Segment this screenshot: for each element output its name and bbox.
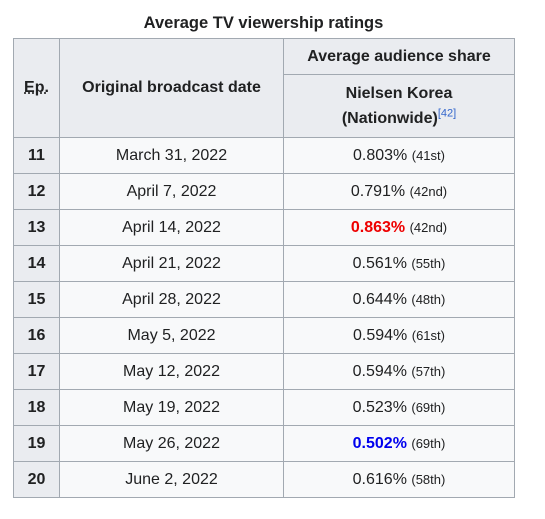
share-value: 0.616% (352, 470, 407, 488)
table-row: 11 March 31, 2022 0.803% (41st) (13, 137, 515, 174)
episode-cell: 20 (13, 461, 60, 498)
share-value: 0.803% (353, 146, 408, 164)
broadcast-date-cell: May 5, 2022 (59, 317, 284, 354)
share-rank: (42nd) (409, 219, 448, 235)
broadcast-date-cell: May 12, 2022 (59, 353, 284, 390)
episode-cell: 16 (13, 317, 60, 354)
audience-share-cell: 0.863% (42nd) (283, 209, 515, 246)
table-row: 17 May 12, 2022 0.594% (57th) (13, 353, 515, 390)
audience-share-cell: 0.523% (69th) (283, 389, 515, 426)
episode-header-label[interactable]: Ep. (24, 79, 49, 96)
episode-cell: 14 (13, 245, 60, 282)
broadcast-date-cell: May 26, 2022 (59, 425, 284, 462)
share-rank: (69th) (411, 399, 446, 415)
broadcast-date-cell: June 2, 2022 (59, 461, 284, 498)
episode-cell: 11 (13, 137, 60, 174)
share-rank: (69th) (411, 435, 446, 451)
episode-header[interactable]: Ep. (13, 38, 60, 138)
table-row: 19 May 26, 2022 0.502% (69th) (13, 425, 515, 462)
share-rank: (61st) (411, 327, 445, 343)
share-value: 0.502% (352, 434, 407, 452)
broadcast-date-cell: March 31, 2022 (59, 137, 284, 174)
share-rank: (42nd) (409, 183, 448, 199)
broadcast-date-cell: May 19, 2022 (59, 389, 284, 426)
table-row: 20 June 2, 2022 0.616% (58th) (13, 461, 515, 498)
share-rank: (58th) (411, 471, 446, 487)
broadcast-date-cell: April 21, 2022 (59, 245, 284, 282)
episode-cell: 17 (13, 353, 60, 390)
table-row: 14 April 21, 2022 0.561% (55th) (13, 245, 515, 282)
episode-cell: 18 (13, 389, 60, 426)
share-value: 0.561% (352, 254, 407, 272)
audience-share-header: Average audience share (283, 38, 515, 75)
episode-cell: 19 (13, 425, 60, 462)
nielsen-header-line1: Nielsen Korea (345, 85, 453, 102)
episode-cell: 13 (13, 209, 60, 246)
share-value: 0.523% (352, 398, 407, 416)
share-value: 0.644% (352, 290, 407, 308)
share-rank: (57th) (411, 363, 446, 379)
episode-cell: 12 (13, 173, 60, 210)
share-value: 0.863% (350, 218, 406, 236)
broadcast-date-cell: April 14, 2022 (59, 209, 284, 246)
audience-share-cell: 0.594% (57th) (283, 353, 515, 390)
share-value: 0.594% (352, 362, 407, 380)
share-rank: (55th) (411, 255, 446, 271)
audience-share-cell: 0.502% (69th) (283, 425, 515, 462)
ratings-table-wrapper: Average TV viewership ratings Ep. Origin… (13, 8, 515, 498)
audience-share-cell: 0.561% (55th) (283, 245, 515, 282)
episode-cell: 15 (13, 281, 60, 318)
nielsen-header-line2: (Nationwide) (341, 110, 438, 127)
share-rank: (48th) (411, 291, 446, 307)
audience-share-cell: 0.803% (41st) (283, 137, 515, 174)
share-rank: (41st) (411, 147, 445, 163)
audience-share-cell: 0.791% (42nd) (283, 173, 515, 210)
broadcast-date-cell: April 28, 2022 (59, 281, 284, 318)
broadcast-date-header: Original broadcast date (59, 38, 284, 138)
audience-share-cell: 0.594% (61st) (283, 317, 515, 354)
share-value: 0.791% (350, 182, 406, 200)
broadcast-date-cell: April 7, 2022 (59, 173, 284, 210)
share-value: 0.594% (353, 326, 408, 344)
table-row: 16 May 5, 2022 0.594% (61st) (13, 317, 515, 354)
table-row: 13 April 14, 2022 0.863% (42nd) (13, 209, 515, 246)
table-caption: Average TV viewership ratings (143, 14, 384, 32)
table-row: 12 April 7, 2022 0.791% (42nd) (13, 173, 515, 210)
audience-share-cell: 0.644% (48th) (283, 281, 515, 318)
audience-share-cell: 0.616% (58th) (283, 461, 515, 498)
table-row: 15 April 28, 2022 0.644% (48th) (13, 281, 515, 318)
reference-link[interactable]: [42] (437, 107, 457, 120)
table-row: 18 May 19, 2022 0.523% (69th) (13, 389, 515, 426)
ratings-table: Ep. Original broadcast date Average audi… (13, 38, 515, 498)
nielsen-header: Nielsen Korea (Nationwide)[42] (283, 74, 515, 138)
